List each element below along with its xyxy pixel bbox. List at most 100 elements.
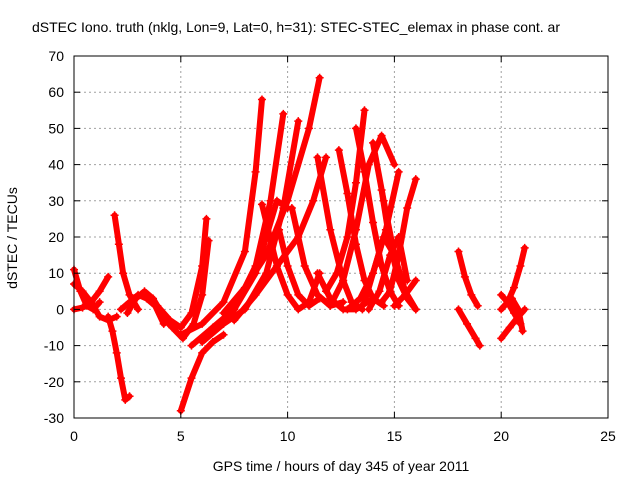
data-point	[401, 290, 410, 299]
data-point	[497, 290, 506, 299]
y-axis-label: dSTEC / TECUs	[4, 187, 20, 289]
data-point	[403, 276, 412, 285]
data-point	[257, 200, 266, 209]
data-point	[157, 312, 166, 321]
x-tick-label: 15	[387, 428, 403, 444]
data-point	[507, 294, 516, 303]
x-tick-label: 10	[280, 428, 296, 444]
data-point	[125, 298, 134, 307]
data-point	[283, 290, 292, 299]
data-point	[125, 392, 134, 401]
x-tick-label: 20	[493, 428, 509, 444]
data-point	[198, 319, 207, 328]
data-point	[520, 243, 529, 252]
data-point	[503, 298, 512, 307]
series-4	[104, 312, 134, 404]
data-point	[142, 294, 151, 303]
data-point	[315, 73, 324, 82]
data-point	[240, 247, 249, 256]
data-point	[313, 153, 322, 162]
y-tick-label: -20	[44, 374, 64, 390]
data-point	[390, 301, 399, 310]
data-point	[283, 261, 292, 270]
data-point	[300, 261, 309, 270]
y-tick-label: 20	[48, 229, 64, 245]
y-tick-label: 10	[48, 265, 64, 281]
data-point	[219, 298, 228, 307]
data-point	[386, 287, 395, 296]
data-point	[351, 240, 360, 249]
data-point	[322, 287, 331, 296]
series-3	[70, 280, 121, 325]
y-tick-label: 60	[48, 84, 64, 100]
data-point	[230, 305, 239, 314]
data-point	[343, 189, 352, 198]
series-line	[105, 313, 133, 403]
data-point	[343, 305, 352, 314]
data-point	[116, 374, 125, 383]
x-tick-label: 25	[600, 428, 616, 444]
data-point	[176, 323, 185, 332]
data-point	[176, 330, 185, 339]
data-point	[386, 240, 395, 249]
data-point	[87, 298, 96, 307]
series-31	[377, 185, 420, 314]
data-point	[119, 269, 128, 278]
data-point	[78, 287, 87, 296]
data-point	[360, 298, 369, 307]
data-point	[202, 214, 211, 223]
data-point	[411, 276, 420, 285]
data-point	[219, 309, 228, 318]
series-line	[455, 248, 481, 309]
data-point	[377, 131, 386, 140]
series-11	[176, 95, 266, 339]
data-point	[369, 218, 378, 227]
x-tick-label: 5	[177, 428, 185, 444]
data-point	[204, 236, 213, 245]
data-point	[351, 305, 360, 314]
series-34	[454, 305, 484, 350]
data-point	[121, 395, 130, 404]
data-point	[516, 261, 525, 270]
data-point	[104, 312, 113, 321]
data-point	[497, 334, 506, 343]
data-point	[326, 301, 335, 310]
data-point	[112, 348, 121, 357]
series-22	[322, 106, 369, 296]
chart-title: dSTEC Iono. truth (nklg, Lon=9, Lat=0, h…	[32, 19, 560, 35]
data-point	[168, 323, 177, 332]
data-point	[339, 276, 348, 285]
data-point	[116, 305, 125, 314]
data-point	[198, 337, 207, 346]
data-point	[279, 109, 288, 118]
y-tick-label: 50	[48, 120, 64, 136]
series-37	[497, 243, 529, 314]
data-point	[219, 330, 228, 339]
data-point	[198, 348, 207, 357]
data-point	[460, 272, 469, 281]
data-point	[108, 327, 117, 336]
series-33	[454, 247, 482, 310]
data-point	[294, 305, 303, 314]
data-point	[283, 196, 292, 205]
data-point	[112, 312, 121, 321]
data-point	[394, 167, 403, 176]
y-tick-label: -10	[44, 338, 64, 354]
data-point	[454, 247, 463, 256]
data-point	[375, 287, 384, 296]
data-point	[339, 298, 348, 307]
data-point	[473, 301, 482, 310]
data-point	[294, 117, 303, 126]
data-point	[471, 334, 480, 343]
data-point	[411, 305, 420, 314]
data-point	[187, 374, 196, 383]
data-point	[454, 305, 463, 314]
series-line	[231, 154, 329, 324]
data-point	[230, 316, 239, 325]
data-point	[272, 261, 281, 270]
y-tick-label: 30	[48, 193, 64, 209]
data-point	[95, 287, 104, 296]
data-point	[369, 138, 378, 147]
data-point	[475, 341, 484, 350]
